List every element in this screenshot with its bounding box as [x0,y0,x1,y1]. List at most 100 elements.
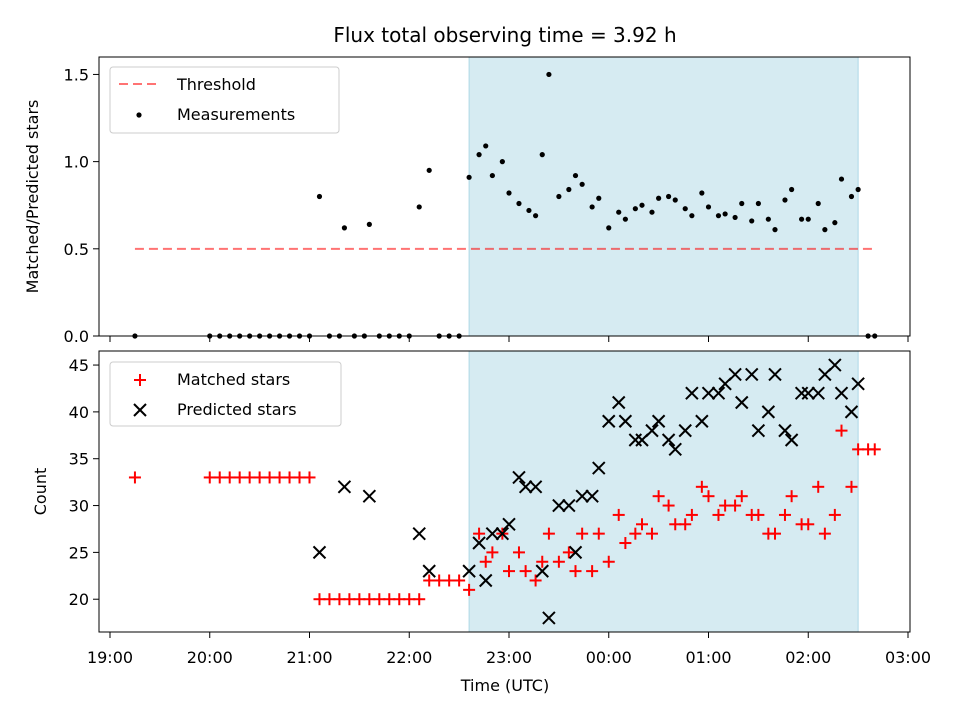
predicted-star-point [472,536,486,550]
predicted-star-point [778,423,792,438]
matched-star-point [512,546,525,559]
y-tick-label: 1.5 [64,65,89,84]
matched-star-point [629,527,642,540]
predicted-star-point [495,526,510,541]
measurement-point [739,200,745,207]
measurement-point [832,220,838,226]
measurement-point [848,193,855,200]
predicted-star-point [735,395,749,410]
predicted-legend-marker [133,403,147,417]
y-tick-label: 25 [69,543,89,562]
matched-star-point [569,565,582,578]
predicted-star-point [761,405,776,419]
measurement-point [815,200,821,207]
matched-star-point [679,518,692,531]
matched-star-point [552,555,565,568]
matched-star-point [769,527,781,540]
measurement-point [499,159,505,165]
measurement-point [765,216,771,222]
matched-star-point [586,565,599,578]
predicted-star-point [768,367,782,382]
measurement-point [572,172,579,179]
measurement-point [476,152,482,158]
predicted-star-point [542,611,556,625]
chart-title: Flux total observing time = 3.92 h [333,23,676,47]
top-plot-frame [98,56,911,337]
predicted-star-point [312,545,327,560]
matched-star-point [868,443,881,456]
matched-star-point [602,555,615,568]
predicted-star-point [528,480,543,494]
x-tick-label: 19:00 [87,648,133,667]
predicted-star-point [751,423,766,438]
measurement-point [533,213,539,219]
matched-star-point [845,480,858,493]
measurement-point [606,225,612,231]
x-tick-label: 23:00 [486,648,532,667]
matched-star-point [479,555,492,568]
matched-star-point [612,508,625,521]
predicted-star-point [618,414,633,428]
top-legend-box [109,66,340,134]
matched-star-point [702,490,715,503]
top-legend: Threshold Measurements [109,66,340,134]
measurement-point [596,195,602,201]
measurement-point [516,200,522,207]
matched-star-point [778,508,791,521]
predicted-star-point [362,489,377,503]
matched-star-point [536,555,549,568]
predicted-star-point [512,470,526,485]
x-axis-label: Time (UTC) [460,676,549,695]
x-tick-label: 02:00 [785,648,831,667]
matched-star-point [685,508,698,521]
bottom-panel: 20 25 30 35 40 45 19:00 20:00 21:00 22:00 23:00 00… [31,350,931,695]
bottom-plot-frame [98,350,911,633]
measurement-point [732,214,738,221]
measurement-point [772,227,778,233]
predicted-star-point [518,480,533,494]
predicted-star-point [711,386,726,400]
measurement-point [749,218,755,224]
predicted-star-point [695,414,709,428]
measurement-point [838,176,845,182]
x-tick-label: 01:00 [685,648,731,667]
matched-star-point [592,527,605,540]
matched-star-point [562,546,575,559]
top-panel: 0.0 0.5 1.0 1.5 Matched/Predicted stars Thr… [23,56,911,346]
measurement-point [755,200,761,207]
matched-star-point [785,490,798,503]
predicted-star-point [502,517,516,531]
matched-star-point [802,518,815,531]
predicted-star-point [412,526,426,541]
predicted-star-point [685,386,699,400]
y-tick-label: 35 [69,450,89,469]
matched-star-point [818,527,831,540]
matched-star-point [413,593,426,606]
predicted-legend-label: Predicted stars [177,400,297,419]
matched-star-point [463,583,476,596]
matched-star-point [486,546,499,559]
measurement-point [506,190,512,196]
predicted-star-point [645,423,659,438]
y-tick-label: 30 [69,497,89,516]
predicted-star-point [575,489,589,503]
bottom-legend-box [109,361,342,427]
matched-legend-label: Matched stars [177,370,290,389]
matched-star-point [529,574,542,587]
y-tick-label: 40 [69,403,89,422]
measurement-point [483,143,489,149]
matched-star-point [712,508,725,521]
top-y-ticks: 0.0 0.5 1.0 1.5 [64,65,99,346]
predicted-star-point [337,480,352,494]
measurement-point [666,193,672,200]
matched-star-point [828,508,841,521]
predicted-star-point [851,377,865,391]
predicted-star-point [612,395,626,410]
x-tick-label: 03:00 [885,648,931,667]
predicted-star-point [485,526,500,541]
y-tick-label: 1.0 [64,153,89,172]
measurements-series [132,71,878,339]
top-highlight-span [468,56,859,337]
measurement-point [589,204,595,210]
matched-star-point [645,527,658,540]
